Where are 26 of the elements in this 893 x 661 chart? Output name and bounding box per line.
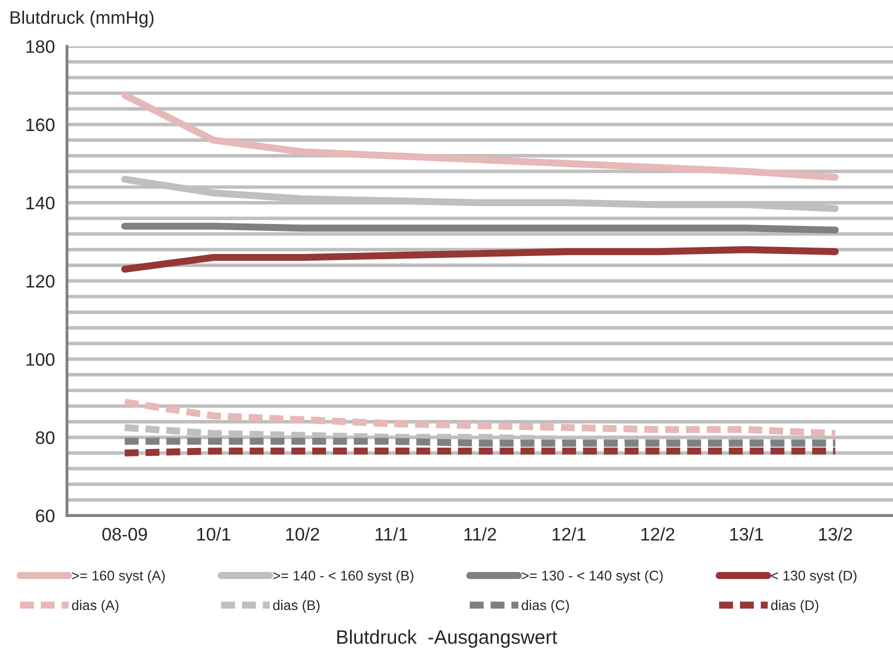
legend-label: dias (A) [72,600,118,613]
y-tick-label: 140 [26,196,54,210]
legend-label: < 130 syst (D) [771,570,856,584]
x-tick-label: 10/2 [286,527,320,541]
legend-label: >= 140 - < 160 syst (B) [273,570,414,584]
x-tick-label: 13/1 [730,527,764,541]
y-tick-label: 180 [26,40,54,53]
y-axis-title: Blutdruck (mmHg) [10,10,154,28]
x-tick-label: 12/2 [641,527,674,541]
legend-label: >= 130 - < 140 syst (C) [522,570,663,584]
legend-label: >= 160 syst (A) [72,570,165,584]
y-tick-label: 160 [26,118,54,132]
x-axis-title: Blutdruck -Ausgangswert [337,630,558,648]
x-tick-label: 11/1 [376,527,408,541]
x-tick-label: 08-09 [102,528,147,541]
x-tick-label: 12/1 [552,527,586,541]
y-tick-label: 60 [36,510,54,522]
y-tick-label: 100 [26,353,54,366]
legend-label: dias (C) [522,600,569,613]
legend-label: dias (D) [771,600,818,613]
x-tick-label: 10/1 [197,527,230,541]
y-tick-label: 80 [36,431,54,444]
x-tick-label: 13/2 [819,527,852,541]
legend-label: dias (B) [273,600,320,613]
y-tick-label: 120 [26,274,54,288]
x-tick-label: 11/2 [464,527,496,541]
